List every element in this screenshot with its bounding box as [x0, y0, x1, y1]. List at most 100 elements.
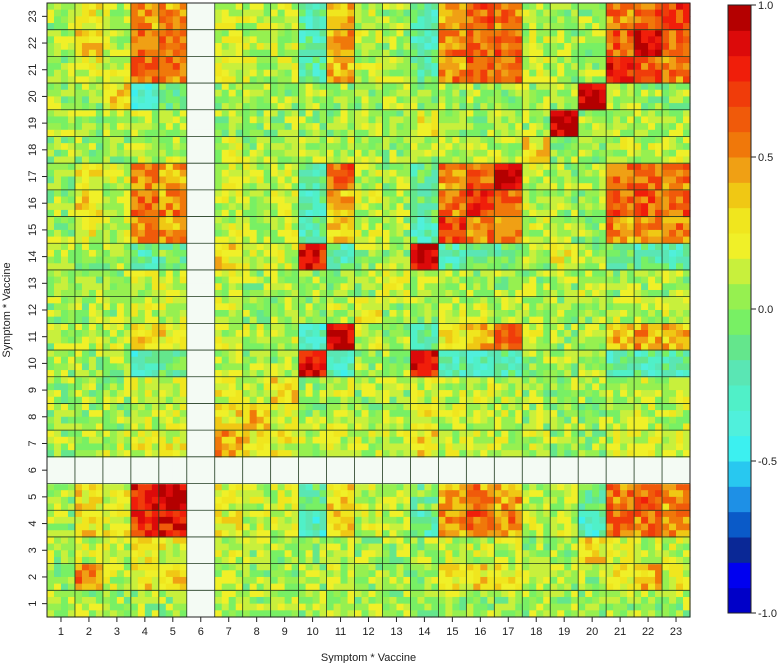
heatmap-cell — [452, 510, 460, 518]
heatmap-cell — [368, 303, 377, 311]
heatmap-cell — [130, 490, 139, 498]
heatmap-cell — [116, 476, 125, 485]
heatmap-cell — [256, 390, 265, 398]
heatmap-cell — [74, 556, 83, 565]
heatmap-cell — [214, 356, 223, 364]
heatmap-cell — [47, 563, 55, 571]
heatmap-cell — [67, 443, 76, 451]
heatmap-cell — [585, 490, 593, 498]
heatmap-cell — [305, 289, 314, 298]
heatmap-cell — [158, 556, 167, 565]
heatmap-cell — [494, 303, 502, 311]
heatmap-cell — [109, 490, 118, 498]
heatmap-cell — [81, 383, 90, 391]
heatmap-cell — [305, 376, 314, 385]
heatmap-cell — [137, 530, 146, 538]
heatmap-cell — [53, 523, 62, 531]
heatmap-cell — [47, 423, 55, 431]
heatmap-cell — [571, 410, 579, 418]
heatmap-cell — [669, 463, 677, 471]
heatmap-cell — [256, 303, 265, 311]
heatmap-cell — [473, 570, 481, 578]
heatmap-cell — [172, 390, 181, 398]
heatmap-cell — [550, 390, 558, 398]
heatmap-cell — [242, 283, 251, 291]
heatmap-cell — [221, 536, 230, 545]
heatmap-cell — [515, 276, 523, 284]
heatmap-cell — [305, 490, 314, 498]
heatmap-cell — [445, 289, 453, 298]
heatmap-cell — [620, 456, 628, 465]
heatmap-cell — [186, 523, 195, 531]
heatmap-cell — [235, 383, 244, 391]
heatmap-cell — [536, 350, 544, 358]
heatmap-cell — [536, 376, 544, 385]
heatmap-cell — [494, 576, 502, 585]
heatmap-cell — [550, 510, 558, 518]
heatmap-cell — [102, 503, 111, 511]
heatmap-cell — [60, 370, 69, 378]
heatmap-cell — [242, 356, 251, 364]
heatmap-cell — [319, 330, 328, 338]
heatmap-cell — [543, 316, 551, 324]
heatmap-cell — [494, 483, 502, 491]
heatmap-cell — [452, 503, 460, 511]
heatmap-cell — [214, 510, 223, 518]
heatmap-cell — [228, 376, 237, 385]
heatmap-cell — [47, 243, 55, 251]
heatmap-cell — [676, 343, 684, 351]
heatmap-cell — [592, 383, 600, 391]
heatmap-cell — [494, 396, 502, 405]
heatmap-cell — [452, 403, 460, 411]
heatmap-cell — [396, 403, 405, 411]
heatmap-cell — [60, 550, 69, 558]
heatmap-cell — [564, 289, 572, 298]
heatmap-cell — [340, 563, 349, 571]
heatmap-cell — [74, 289, 83, 298]
heatmap-cell — [116, 423, 125, 431]
heatmap-cell — [172, 456, 181, 465]
heatmap-cell — [361, 410, 370, 418]
heatmap-cell — [263, 590, 272, 598]
heatmap-cell — [515, 296, 523, 304]
heatmap-cell — [179, 456, 188, 465]
heatmap-cell — [375, 303, 384, 311]
heatmap-cell — [515, 436, 523, 445]
heatmap-cell — [165, 243, 174, 251]
heatmap-cell — [571, 396, 579, 405]
heatmap-cell — [578, 476, 586, 485]
heatmap-cell — [207, 496, 216, 505]
heatmap-cell — [88, 276, 97, 284]
heatmap-cell — [445, 303, 453, 311]
heatmap-cell — [256, 249, 265, 258]
heatmap-cell — [403, 350, 412, 358]
heatmap-cell — [333, 310, 342, 318]
heatmap-cell — [270, 356, 279, 364]
heatmap-cell — [284, 403, 293, 411]
heatmap-cell — [445, 430, 453, 438]
heatmap-cell — [158, 576, 167, 585]
heatmap-cell — [676, 543, 684, 551]
heatmap-cell — [333, 350, 342, 358]
heatmap-cell — [641, 456, 649, 465]
heatmap-cell — [655, 470, 663, 478]
heatmap-cell — [333, 456, 342, 465]
heatmap-cell — [522, 510, 530, 518]
heatmap-cell — [543, 510, 551, 518]
heatmap-cell — [172, 323, 181, 331]
heatmap-cell — [137, 470, 146, 478]
heatmap-cell — [473, 476, 481, 485]
heatmap-cell — [109, 289, 118, 298]
heatmap-cell — [109, 563, 118, 571]
heatmap-cell — [291, 530, 300, 538]
heatmap-cell — [648, 603, 656, 611]
heatmap-cell — [221, 576, 230, 585]
heatmap-cell — [473, 383, 481, 391]
heatmap-cell — [550, 396, 558, 405]
heatmap-cell — [550, 370, 558, 378]
heatmap-cell — [354, 283, 363, 291]
heatmap-cell — [648, 316, 656, 324]
heatmap-cell — [417, 503, 426, 511]
heatmap-cell — [88, 383, 97, 391]
heatmap-cell — [417, 343, 426, 351]
